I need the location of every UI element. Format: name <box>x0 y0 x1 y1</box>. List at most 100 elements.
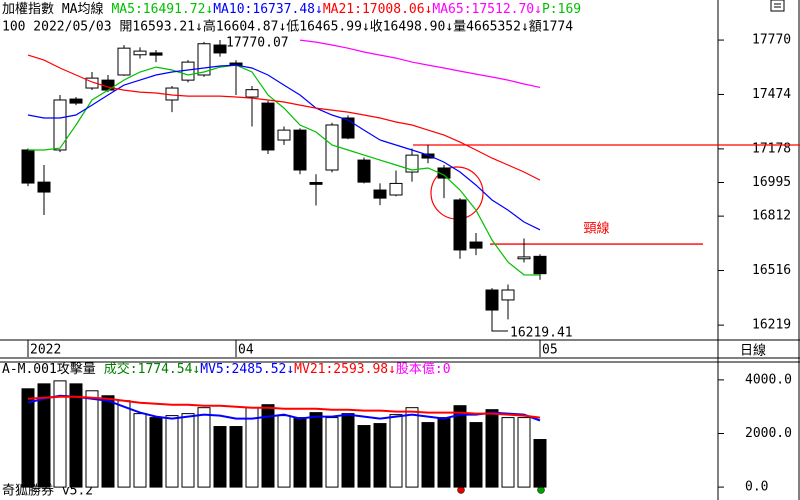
volume-bar <box>437 417 451 488</box>
ma-line <box>28 64 541 276</box>
volume-bar <box>517 417 531 488</box>
candle-body <box>213 44 227 54</box>
legend-entry: P:169 <box>542 2 581 17</box>
volume-bar <box>181 413 195 488</box>
quote-row: 100 2022/05/03 開16593.21↓高16604.87↓低1646… <box>2 19 573 35</box>
candle-body <box>133 50 147 56</box>
mv-line <box>27 395 541 419</box>
volume-bar <box>373 423 387 488</box>
candle-body <box>517 256 531 260</box>
period-label: 日線 <box>740 343 766 359</box>
candle-body <box>21 149 35 184</box>
volume-bar <box>165 415 179 488</box>
volume-title: A-M.001攻擊量 <box>2 361 96 377</box>
volume-bar <box>533 439 547 488</box>
volume-bar <box>485 409 499 488</box>
volume-bar <box>69 383 83 488</box>
volume-bar <box>261 404 275 488</box>
candle-body <box>69 98 83 104</box>
legend-entry: MA65:17512.70↓ <box>432 2 542 17</box>
volume-bar <box>21 388 35 488</box>
candle-body <box>117 47 131 76</box>
volume-bar <box>469 422 483 488</box>
volume-bar <box>85 390 99 488</box>
volume-bar <box>453 405 467 488</box>
header: 加權指數 MA均線 MA5:16491.72↓MA10:16737.48↓MA21… <box>2 1 581 35</box>
volume-bar <box>293 417 307 488</box>
ma-line <box>27 54 541 181</box>
candle-body <box>53 99 67 151</box>
reference-label: 頸線 <box>583 221 609 237</box>
candle-body <box>293 129 307 171</box>
y-tick-label: 16995 <box>752 175 791 190</box>
y-tick-label: 16516 <box>752 263 791 278</box>
candle-body <box>101 79 115 91</box>
candle-body <box>533 255 547 275</box>
ma-line <box>299 39 541 88</box>
candle-body <box>309 181 323 185</box>
volume-bar <box>389 414 403 488</box>
candle-body <box>453 199 467 251</box>
candle-body <box>341 117 355 139</box>
candle-body <box>277 129 291 141</box>
x-tick-label: 04 <box>238 343 254 358</box>
low-connector <box>491 325 508 332</box>
candle-body <box>85 77 99 89</box>
volume-bar <box>37 383 51 488</box>
mv-line <box>27 394 541 422</box>
legend-row: 加權指數 MA均線 MA5:16491.72↓MA10:16737.48↓MA21… <box>2 1 581 17</box>
ma-line <box>27 64 541 231</box>
volume-legend: A-M.001攻擊量 成交:1774.54↓MV5:2485.52↓MV21:25… <box>2 361 451 377</box>
volume-bar <box>501 417 515 488</box>
chart-title: 加權指數 MA均線 <box>2 1 103 17</box>
volume-bar <box>101 395 115 488</box>
candle-body <box>485 289 499 311</box>
volume-bar <box>53 380 67 488</box>
volume-bar <box>149 417 163 488</box>
legend-entry: MA10:16737.48↓ <box>213 2 323 17</box>
y-tick-label: 16219 <box>752 318 791 333</box>
y-tick-label: 17770 <box>752 33 791 48</box>
legend-entry: MA5:16491.72↓ <box>111 2 213 17</box>
legend-entry: MV21:2593.98↓ <box>294 362 396 377</box>
volume-bar <box>341 413 355 488</box>
legend-entry: MA21:17008.06↓ <box>323 2 433 17</box>
y-tick-label: 2000.0 <box>745 426 792 441</box>
y-tick-label: 17178 <box>752 141 791 156</box>
volume-bar <box>133 413 147 488</box>
candle-body <box>437 167 451 179</box>
candle-body <box>325 124 339 171</box>
volume-bar <box>309 412 323 488</box>
y-tick-label: 0.0 <box>745 480 768 495</box>
candle-body <box>389 182 403 196</box>
volume-bar <box>325 417 339 488</box>
x-tick-label: 05 <box>542 343 558 358</box>
x-tick-label: 2022 <box>30 343 61 358</box>
window-icon[interactable] <box>770 0 785 12</box>
candle-body <box>245 89 259 98</box>
candle-body <box>357 159 371 183</box>
y-tick-label: 4000.0 <box>745 372 792 387</box>
candle-body <box>501 289 515 301</box>
volume-bar <box>405 407 419 488</box>
legend-entry: 股本億:0 <box>396 361 451 377</box>
volume-bar <box>277 415 291 488</box>
candle-body <box>405 154 419 173</box>
volume-bar <box>421 422 435 488</box>
candle-body <box>421 153 435 159</box>
candle-body <box>261 102 275 151</box>
legend-entry: MV5:2485.52↓ <box>200 362 294 377</box>
volume-bar <box>117 400 131 488</box>
high-label: 17770.07 <box>226 36 289 51</box>
candle-body <box>373 189 387 199</box>
y-tick-label: 16812 <box>752 209 791 224</box>
low-label: 16219.41 <box>510 326 573 341</box>
candle-body <box>469 241 483 249</box>
volume-bar <box>229 426 243 488</box>
volume-bar <box>357 425 371 488</box>
volume-bar <box>213 426 227 488</box>
candle-body <box>37 181 51 193</box>
y-tick-label: 17474 <box>752 87 791 102</box>
